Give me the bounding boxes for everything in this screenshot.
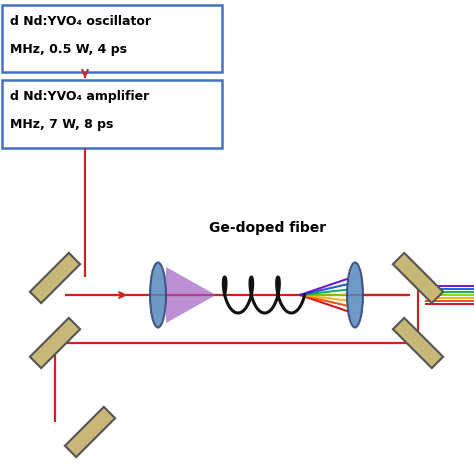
Text: MHz, 7 W, 8 ps: MHz, 7 W, 8 ps xyxy=(10,118,113,131)
Polygon shape xyxy=(30,253,80,303)
Text: d Nd:YVO₄ amplifier: d Nd:YVO₄ amplifier xyxy=(10,90,149,103)
FancyBboxPatch shape xyxy=(2,5,222,72)
Ellipse shape xyxy=(347,263,363,328)
Polygon shape xyxy=(393,253,443,303)
Polygon shape xyxy=(166,267,216,323)
FancyBboxPatch shape xyxy=(2,80,222,148)
Polygon shape xyxy=(65,407,115,457)
Text: MHz, 0.5 W, 4 ps: MHz, 0.5 W, 4 ps xyxy=(10,43,127,56)
Text: Ge-doped fiber: Ge-doped fiber xyxy=(210,221,327,235)
Polygon shape xyxy=(30,318,80,368)
Ellipse shape xyxy=(150,263,166,328)
Polygon shape xyxy=(393,318,443,368)
Text: d Nd:YVO₄ oscillator: d Nd:YVO₄ oscillator xyxy=(10,15,151,28)
